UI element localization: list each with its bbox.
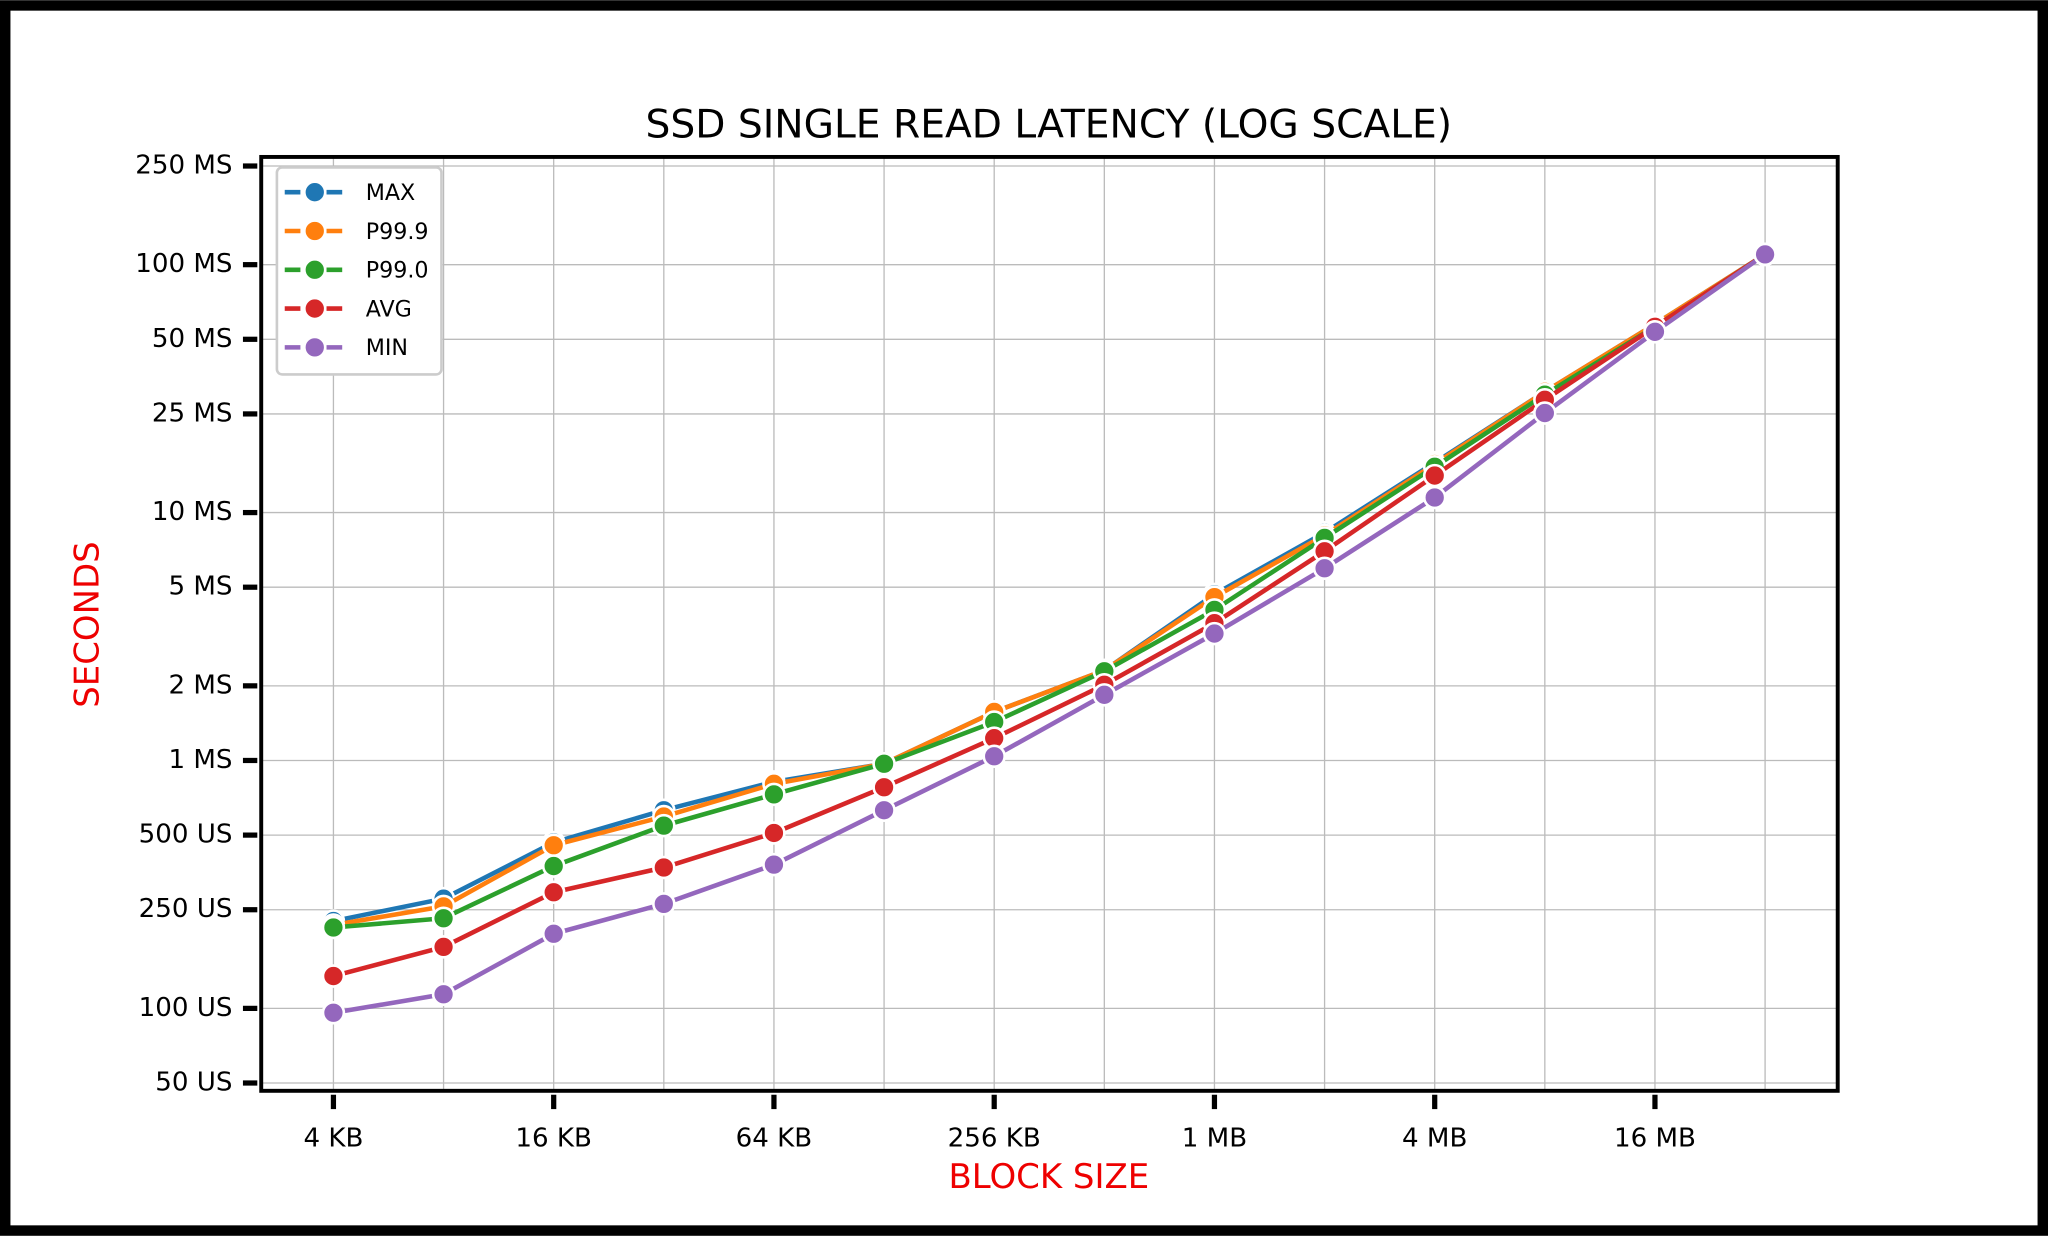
series-line [333, 252, 1767, 1016]
data-point [541, 854, 566, 878]
data-point [762, 782, 786, 807]
data-point [541, 880, 566, 905]
series-line [333, 252, 1767, 930]
y-tick-label: 500 US [139, 820, 233, 850]
data-point [872, 775, 896, 799]
y-tick-label: 10 MS [152, 497, 233, 527]
plot-frame [259, 154, 1840, 1093]
y-tick-label: 100 MS [135, 249, 232, 279]
data-point [321, 915, 346, 940]
legend-box [275, 166, 443, 376]
series-line [333, 252, 1767, 928]
x-tick-label: 16 MB [1614, 1124, 1696, 1154]
x-axis-label: BLOCK SIZE [948, 1157, 1149, 1197]
data-point [321, 964, 346, 988]
data-point [1753, 242, 1777, 267]
legend-label: P99.9 [366, 219, 429, 245]
y-tick-label: 250 MS [135, 151, 232, 181]
data-point [1533, 401, 1557, 425]
data-point [872, 798, 896, 822]
data-point [1422, 485, 1447, 510]
y-tick-label: 1 MS [168, 745, 232, 775]
legend-marker [303, 180, 327, 204]
data-point [1422, 463, 1447, 488]
data-point [652, 813, 676, 838]
data-point [321, 1001, 346, 1025]
data-point [541, 921, 566, 946]
data-point [982, 744, 1006, 769]
legend-label: P99.0 [366, 258, 429, 284]
legend-label: MIN [366, 335, 408, 361]
y-tick-label: 50 MS [152, 324, 233, 354]
data-point [431, 935, 456, 959]
data-point [1092, 683, 1117, 707]
data-point [762, 852, 786, 877]
legend-label: MAX [366, 180, 416, 206]
data-point [431, 906, 456, 930]
x-tick-label: 4 KB [303, 1124, 363, 1154]
y-tick-label: 5 MS [168, 572, 232, 602]
x-tick-label: 4 MB [1402, 1124, 1467, 1154]
legend-marker [303, 335, 327, 360]
data-point [431, 982, 456, 1007]
legend-marker [303, 296, 327, 321]
data-point [1312, 556, 1337, 581]
x-tick-label: 256 KB [948, 1124, 1041, 1154]
data-point [762, 821, 786, 845]
chart-title: SSD SINGLE READ LATENCY (LOG SCALE) [646, 102, 1453, 147]
data-point [1202, 621, 1227, 646]
y-tick-label: 50 US [155, 1068, 232, 1098]
y-tick-label: 2 MS [168, 670, 232, 700]
data-point [652, 892, 676, 916]
data-point [652, 855, 676, 880]
x-tick-label: 1 MB [1182, 1124, 1247, 1154]
legend-label: AVG [366, 296, 412, 322]
y-tick-label: 100 US [139, 993, 233, 1023]
series-line [332, 252, 1767, 979]
data-point [1643, 320, 1667, 344]
x-tick-label: 64 KB [736, 1124, 813, 1154]
legend-marker [303, 219, 327, 243]
y-tick-label: 250 US [139, 894, 233, 924]
data-point [541, 833, 566, 858]
x-tick-label: 16 KB [515, 1124, 592, 1154]
data-point [872, 751, 896, 776]
legend-marker [303, 258, 327, 282]
y-axis-label: SECONDS [67, 541, 107, 707]
y-tick-label: 25 MS [152, 398, 233, 428]
